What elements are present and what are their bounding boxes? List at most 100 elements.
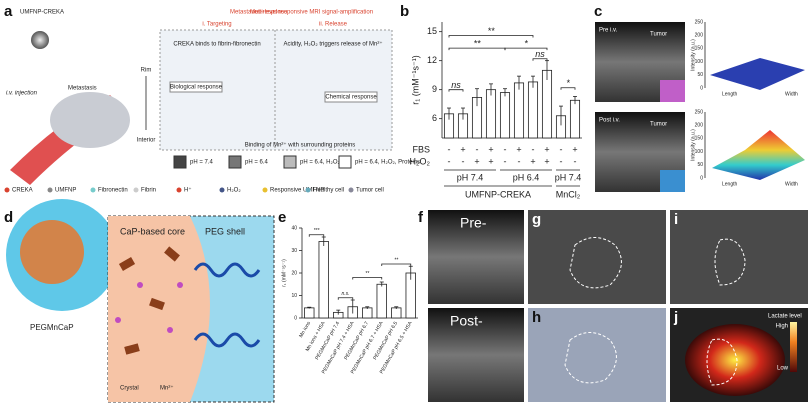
panel-label: e [278, 209, 286, 226]
z-tick-label: 150 [695, 136, 704, 142]
condition: pH = 6.4, H₂O₂, Proteins [355, 160, 420, 166]
histology-image [528, 308, 666, 402]
bar [391, 307, 402, 319]
label: Pre- [460, 215, 487, 231]
group-label: pH 7.4 [555, 172, 582, 182]
legend-swatch [305, 187, 311, 193]
z-tick-label: 50 [697, 162, 703, 168]
z-tick-label: 100 [695, 149, 704, 155]
group-label: MnCl₂ [556, 189, 581, 199]
legend-label: Fibrin [141, 188, 156, 194]
mn-ions [115, 282, 183, 333]
z-tick-label: 0 [700, 175, 703, 181]
y-axis-label: r₁ (mM⁻¹s⁻¹) [410, 55, 420, 105]
panel-label: i [674, 211, 678, 228]
z-label: Intensity (a.u.) [690, 39, 696, 71]
conditions: pH = 7.4 pH = 6.4 pH = 6.4, H₂O₂ pH = 6.4, … [173, 155, 420, 169]
bar [513, 82, 525, 139]
legend-swatch [4, 187, 10, 193]
tumor-outline [564, 237, 746, 386]
y-tick-label: 9 [432, 84, 437, 94]
z-tick-label: 50 [697, 72, 703, 78]
legend-swatch [176, 187, 182, 193]
significance-label: * [524, 38, 528, 48]
y-label: Length [722, 181, 738, 187]
label: Tumor [650, 122, 667, 128]
row-value: + [474, 156, 479, 166]
z-tick-label: 150 [695, 46, 704, 52]
label: Post i.v. [599, 118, 620, 124]
bar [318, 241, 329, 319]
label: Crystal [120, 386, 139, 392]
row-value: - [518, 156, 521, 166]
label: Biological response [170, 85, 223, 91]
y-tick-label: 12 [427, 55, 437, 65]
row-value: + [488, 156, 493, 166]
row-value: + [572, 144, 577, 154]
row-value: - [504, 144, 507, 154]
mri-image [428, 210, 524, 304]
label: PEGMnCaP [30, 323, 74, 332]
y-tick-label: 20 [291, 270, 297, 276]
label: CaP-based core [120, 226, 185, 236]
row-value: - [560, 144, 563, 154]
legend: CREKA UMFNP Fibronectin Fibrin H⁺ H₂O₂ Respons… [4, 187, 384, 194]
label: Metastasis [68, 86, 97, 92]
z-tick-label: 250 [695, 19, 704, 25]
legend-swatch [262, 187, 268, 193]
row-value: - [448, 156, 451, 166]
panels-ghij: g h i j Lactate level High Low [528, 210, 808, 402]
z-axis: 0 50 100 150 200 250 Intensity (a.u.) Width Leng… [690, 19, 798, 187]
step: i. Targeting [202, 22, 231, 28]
row-value: + [460, 144, 465, 154]
label: Mn²⁺ [160, 385, 174, 392]
peg-chain [193, 262, 261, 348]
legend-label: CREKA [12, 188, 33, 194]
x-label: Width [785, 181, 798, 187]
significance-bracket [448, 89, 464, 92]
x-tick-label: Mn ions [298, 320, 312, 339]
box [169, 81, 223, 93]
lactate-map [685, 324, 785, 396]
swatch [173, 155, 187, 169]
surface [712, 130, 805, 180]
z-tick-label: 100 [695, 59, 704, 65]
y-tick-label: 40 [291, 225, 297, 231]
panel-label: b [400, 3, 409, 20]
panel-label: j [673, 309, 678, 326]
crystals [118, 246, 180, 355]
row-value: - [532, 144, 535, 154]
panel-label: g [532, 211, 541, 228]
significance-label: n.s. [341, 291, 349, 297]
significance-bracket [337, 297, 354, 300]
legend-label: Fibronectin [98, 188, 128, 194]
label: Low [777, 366, 789, 372]
metastasis [50, 92, 130, 148]
label: i.v. injection [6, 91, 38, 97]
header: Multi-level responsive MRI signal-amplif… [250, 10, 373, 16]
panel-d: d PEGMnCaP CaP-based core PEG shell Crys… [4, 199, 275, 403]
label: Chemical response [325, 95, 377, 101]
row-value: + [544, 156, 549, 166]
significance-bracket [448, 35, 534, 38]
label: Binding of Mn²⁺ with surrounding protein… [245, 142, 356, 149]
legend-swatch [348, 187, 354, 193]
row-value: + [488, 144, 493, 154]
step-text: Acidity, H₂O₂ triggers release of Mn²⁺ [283, 41, 382, 48]
significance-label: * [566, 78, 570, 88]
panel-c: c Pre i.v. Post i.v. Tumor Tumor 0 50 100 1… [594, 3, 805, 192]
bar [527, 81, 539, 139]
significance-label: ** [473, 38, 481, 48]
panel-a: a UMFNP-CREKA i.v. injection Metastasis … [0, 0, 420, 202]
legend-label: H⁺ [184, 187, 192, 194]
step-text: CREKA binds to fibrin-fibronectin [173, 42, 260, 48]
row-value: + [530, 156, 535, 166]
colorbar [790, 322, 797, 372]
bar [541, 69, 553, 139]
significance-bracket [532, 58, 548, 61]
significance-label: ** [365, 271, 370, 277]
label: High [776, 324, 788, 330]
significance-bracket [352, 277, 383, 280]
y-tick-label: 6 [432, 113, 437, 123]
